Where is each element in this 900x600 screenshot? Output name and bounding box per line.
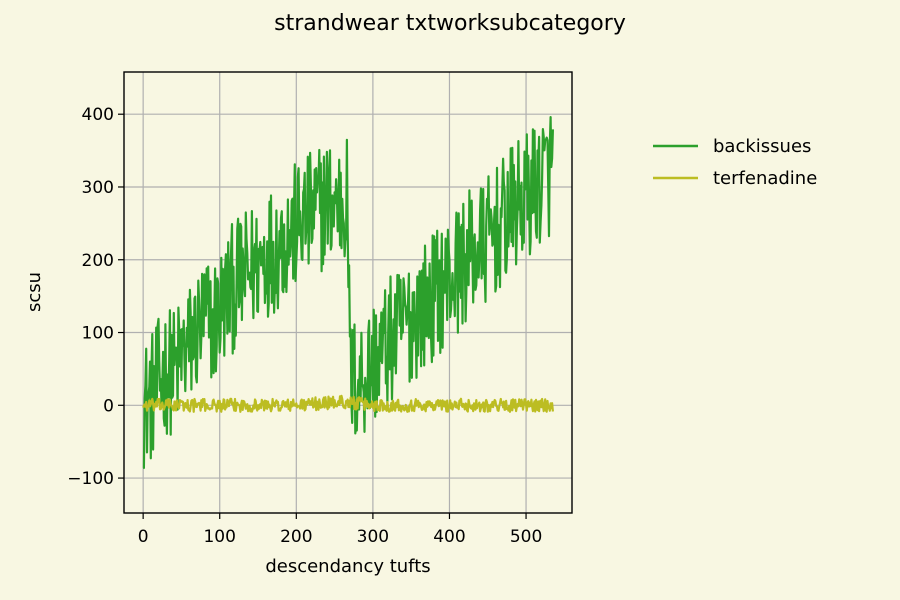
plot-frame: [123, 71, 573, 514]
series-layer: [142, 116, 554, 470]
y-axis-label: scsu: [24, 272, 45, 312]
x-axis-label: descendancy tufts: [265, 556, 430, 577]
chart-title: strandwear txtworksubcategory: [274, 11, 626, 36]
axis-ticks: 0 100 200 300 400 500 −100 0 100 200 300 400: [67, 105, 542, 547]
series-line-terfenadine: [142, 394, 554, 413]
y-tick-label: 400: [82, 105, 114, 125]
x-tick-label: 100: [203, 527, 235, 547]
legend: backissues terfenadine: [653, 136, 817, 189]
legend-label: backissues: [713, 136, 811, 157]
gridlines: [124, 72, 572, 513]
x-tick-label: 400: [433, 527, 465, 547]
x-tick-label: 200: [280, 527, 312, 547]
y-tick-label: 0: [103, 396, 114, 416]
series-line-backissues: [142, 116, 554, 470]
x-tick-label: 300: [357, 527, 389, 547]
y-tick-label: 100: [82, 324, 114, 344]
legend-label: terfenadine: [713, 168, 817, 189]
y-tick-label: −100: [67, 469, 114, 489]
y-tick-label: 300: [82, 178, 114, 198]
x-tick-label: 0: [138, 527, 149, 547]
x-tick-label: 500: [510, 527, 542, 547]
y-tick-label: 200: [82, 251, 114, 271]
